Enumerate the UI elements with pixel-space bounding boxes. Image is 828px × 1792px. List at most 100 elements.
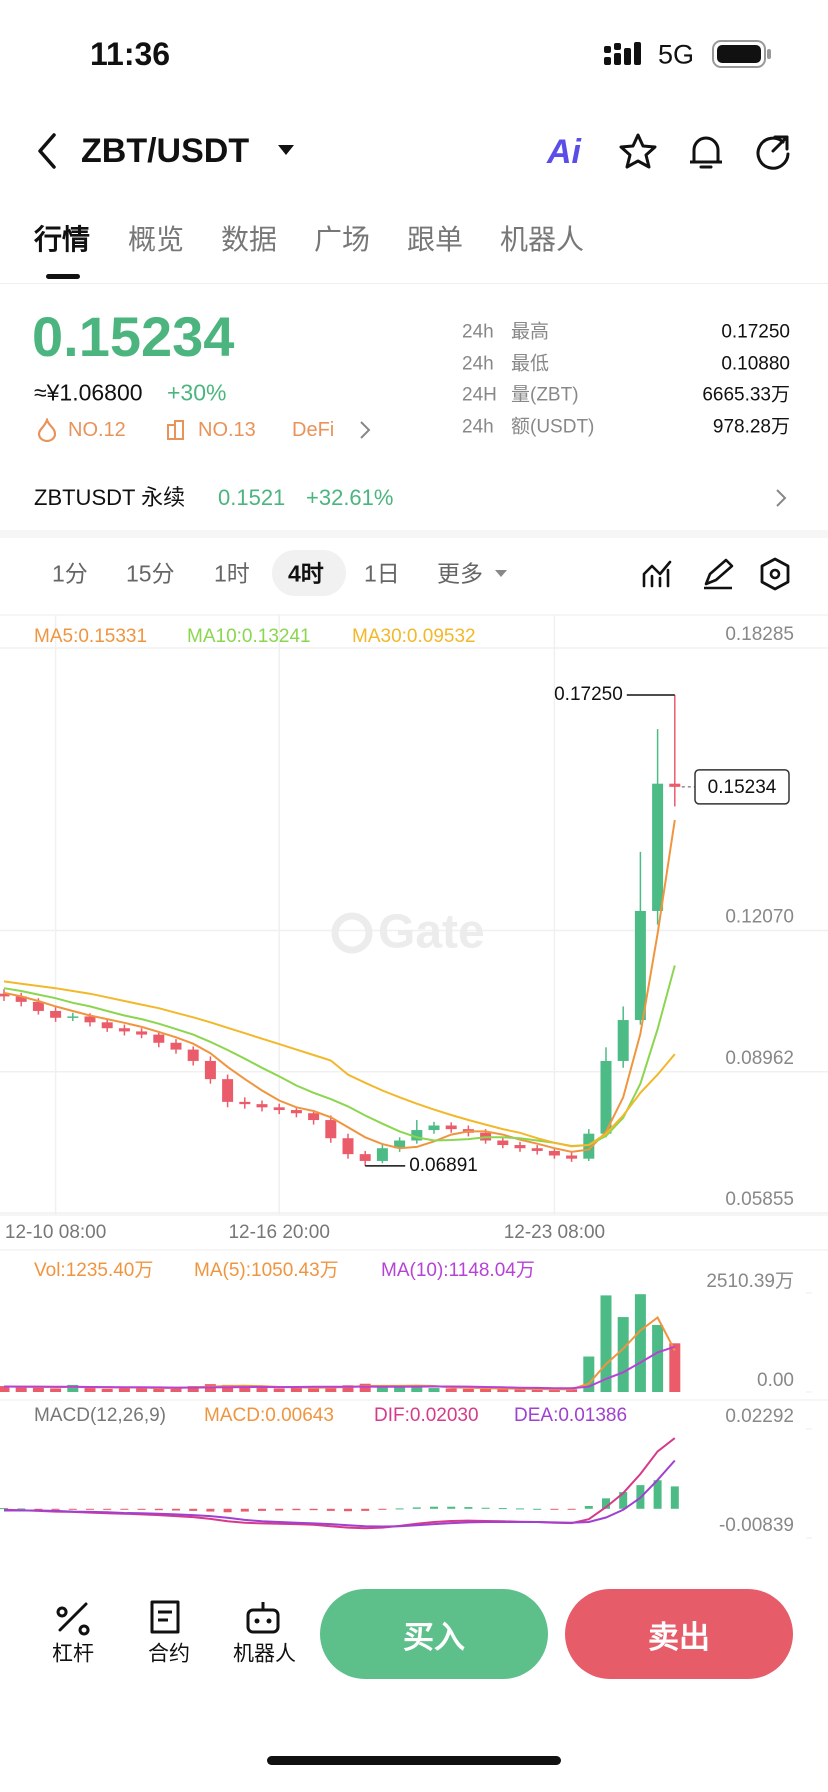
candle-body (566, 1155, 578, 1159)
macd-bar (498, 1508, 507, 1510)
perp-change: +32.61% (306, 485, 394, 510)
interval[interactable]: 1时 (214, 560, 250, 587)
chart-tools[interactable] (640, 556, 800, 592)
macd-line-legend: DEA:0.01386 (514, 1405, 627, 1426)
tab[interactable]: 行情 (34, 224, 91, 255)
star-icon[interactable] (618, 132, 658, 172)
tool-label[interactable]: 机器人 (233, 1642, 296, 1666)
home-indicator (267, 1756, 561, 1765)
candle-body (634, 910, 646, 1021)
share-icon[interactable] (753, 132, 793, 172)
macd-bar (412, 1507, 421, 1509)
candle-body (411, 1130, 423, 1141)
volume-bar (566, 1389, 578, 1392)
volume-bar (548, 1389, 560, 1392)
interval[interactable]: 4时 (288, 560, 324, 587)
candle-body (136, 1031, 148, 1035)
tool-label[interactable]: 杠杆 (52, 1642, 94, 1666)
signal-icon (604, 42, 641, 65)
stat-prefix: 24H (462, 384, 497, 406)
interval[interactable]: 更多 (437, 560, 483, 587)
perp-more[interactable] (774, 488, 788, 508)
tool-label[interactable]: 合约 (148, 1642, 190, 1666)
candle-body (204, 1060, 216, 1080)
macd-bar (430, 1506, 438, 1509)
macd-bar (481, 1507, 490, 1509)
pair-title[interactable]: ZBT/USDT (81, 132, 250, 170)
stat-label: 额(USDT) (511, 416, 595, 437)
candle-body (531, 1148, 543, 1151)
tab[interactable]: 跟单 (407, 224, 464, 255)
low-label: 0.06891 (409, 1155, 478, 1176)
tab[interactable]: 数据 (221, 224, 278, 255)
macd-bar (51, 1508, 60, 1510)
divider (0, 283, 828, 284)
vol-ma-legend: MA(5):1050.43万 (194, 1260, 339, 1281)
candle-body (187, 1049, 199, 1061)
volume-bar (583, 1356, 595, 1392)
tab[interactable]: 机器人 (500, 224, 585, 255)
y-tick-label: 0.02292 (725, 1406, 794, 1427)
volume-bar (0, 1386, 10, 1392)
candle-body (308, 1113, 320, 1121)
macd-title: MACD(12,26,9) (34, 1405, 166, 1426)
volume-bar (84, 1388, 96, 1392)
candle-body (428, 1125, 440, 1131)
tab[interactable]: 概览 (128, 224, 185, 255)
sell-button[interactable]: 卖出 (565, 1589, 793, 1679)
high-label: 0.17250 (554, 684, 623, 705)
pair-dropdown[interactable] (277, 144, 295, 156)
volume-bar (394, 1386, 406, 1392)
volume-bar (290, 1387, 302, 1392)
macd-bar (516, 1508, 524, 1510)
tab[interactable]: 广场 (314, 224, 371, 255)
volume-bar (376, 1387, 388, 1392)
tool-icons (56, 1600, 280, 1636)
battery-icon (712, 40, 771, 68)
candle-body (15, 996, 27, 1002)
macd-bar (309, 1508, 318, 1511)
candle-body (514, 1145, 526, 1149)
macd-bar (275, 1508, 284, 1511)
tag[interactable]: DeFi (292, 419, 335, 441)
candle-body (583, 1133, 595, 1159)
volume-bar (497, 1388, 509, 1392)
tag[interactable]: NO.13 (198, 419, 256, 441)
candle-body (101, 1022, 113, 1029)
tags-more[interactable] (358, 420, 372, 440)
macd-bar (17, 1508, 26, 1510)
macd-bar (0, 1508, 8, 1510)
perp-price: 0.1521 (218, 485, 286, 510)
volume-bar (101, 1388, 113, 1392)
vol-ma-legend: MA(10):1148.04万 (381, 1260, 535, 1281)
vol-legend: Vol:1235.40万 (34, 1260, 153, 1281)
stat-value: 978.28万 (712, 416, 790, 437)
candle-body (445, 1125, 457, 1130)
y-tick-label: 0.05855 (725, 1189, 794, 1210)
stat-label: 最高 (511, 321, 550, 343)
candle-body (153, 1034, 165, 1043)
interval[interactable]: 15分 (126, 560, 175, 587)
volume-bar (15, 1387, 27, 1392)
bell-icon[interactable] (686, 132, 726, 172)
volume-bar (480, 1388, 492, 1392)
perp-name[interactable]: ZBTUSDT 永续 (34, 485, 186, 510)
tag[interactable]: NO.12 (68, 419, 126, 441)
macd-bar (223, 1508, 232, 1513)
interval-selected-bg (272, 550, 346, 596)
back-button[interactable] (34, 132, 60, 170)
macd-bar (326, 1508, 335, 1511)
volume-bar (652, 1324, 664, 1392)
interval[interactable]: 1日 (364, 560, 400, 587)
buy-button[interactable]: 买入 (320, 1589, 548, 1679)
volume-bar (617, 1317, 629, 1392)
interval[interactable]: 1分 (52, 560, 88, 587)
volume-bar (359, 1383, 371, 1392)
volume-bar (32, 1387, 44, 1392)
macd-bar (567, 1508, 576, 1510)
ai-button[interactable]: Ai (547, 133, 581, 171)
macd-bar (154, 1508, 163, 1511)
last-price: 0.15234 (32, 305, 235, 368)
ma-legend: MA30:0.09532 (352, 626, 476, 647)
